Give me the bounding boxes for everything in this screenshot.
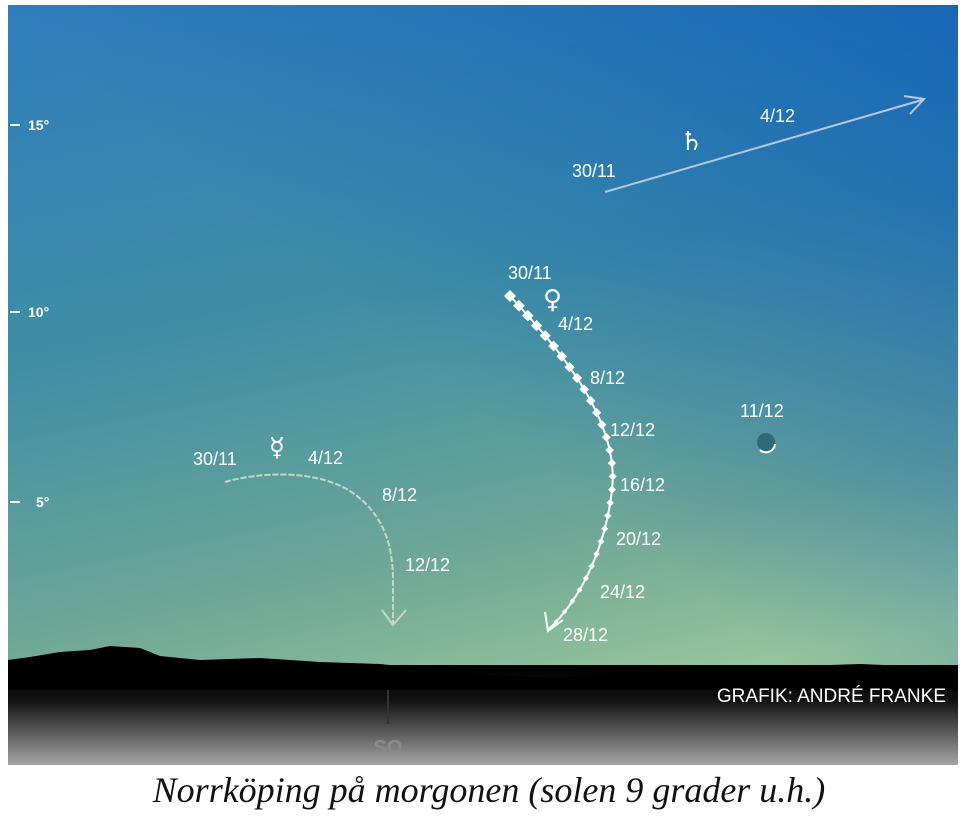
date-label: 12/12 (405, 555, 450, 575)
tick-label: 5° (36, 494, 49, 510)
planet-symbol: ☿ (269, 433, 285, 463)
moon-disc (757, 433, 775, 451)
date-label: 24/12 (600, 582, 645, 602)
sky-tint (8, 5, 958, 665)
tick-label: 15° (28, 117, 49, 133)
date-label: 4/12 (308, 448, 343, 468)
date-label: 8/12 (382, 485, 417, 505)
sky-chart: 15° 10° 5° ♄ 30/11 4/12 ♀ 30/11 4/12 8/1… (0, 0, 965, 819)
date-label: 30/11 (572, 161, 616, 181)
date-label: 30/11 (193, 449, 237, 469)
date-label: 4/12 (760, 106, 795, 126)
caption: Norrköping på morgonen (solen 9 grader u… (152, 770, 826, 810)
date-label: 20/12 (616, 529, 661, 549)
planet-symbol: ♀ (543, 285, 562, 315)
credit: GRAFIK: ANDRÉ FRANKE (717, 686, 946, 707)
date-label: 4/12 (558, 314, 593, 334)
date-label: 28/12 (563, 625, 608, 645)
planet-symbol: ♄ (680, 127, 703, 157)
date-label: 16/12 (620, 475, 665, 495)
date-label: 30/11 (508, 263, 552, 283)
direction-label: SO (374, 737, 403, 759)
tick-label: 10° (28, 304, 49, 320)
date-label: 12/12 (610, 420, 655, 440)
date-label: 11/12 (740, 401, 784, 421)
date-label: 8/12 (590, 368, 625, 388)
